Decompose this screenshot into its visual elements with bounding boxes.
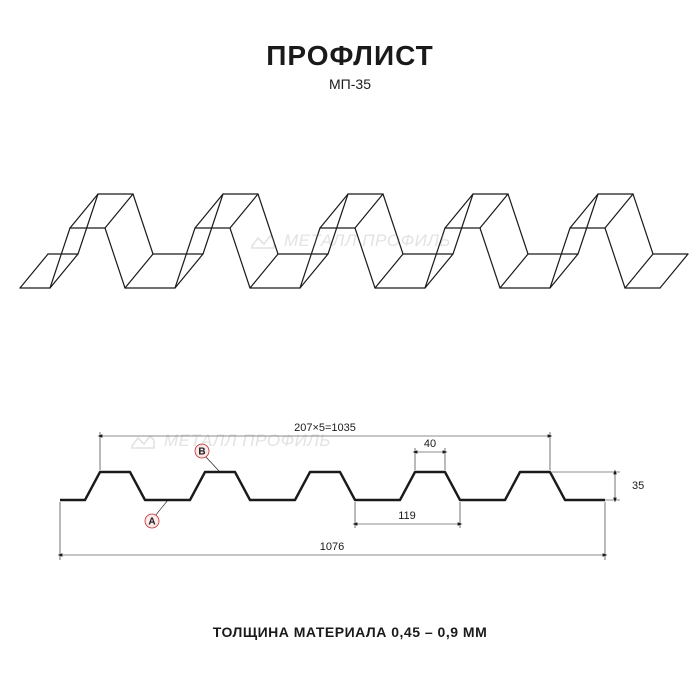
material-thickness-note: ТОЛЩИНА МАТЕРИАЛА 0,45 – 0,9 ММ (0, 624, 700, 640)
surface-a-label: A (148, 517, 155, 528)
watermark-logo-icon (130, 430, 156, 452)
watermark-text: МЕТАЛЛ ПРОФИЛЬ (284, 231, 451, 251)
watermark-text: МЕТАЛЛ ПРОФИЛЬ (164, 431, 331, 451)
dim-top-width: 40 (424, 438, 436, 450)
dim-pitch: 119 (398, 510, 416, 522)
page-title: ПРОФЛИСТ (0, 40, 700, 72)
subtitle: МП-35 (0, 76, 700, 92)
watermark-logo-icon (250, 230, 276, 252)
dim-total-width: 1076 (320, 541, 344, 553)
dim-height: 35 (632, 480, 644, 492)
title-block: ПРОФЛИСТ МП-35 (0, 0, 700, 92)
surface-markers: B A (145, 444, 209, 528)
dimension-drawing: B A 207×5=1035 40 119 35 1076 (0, 400, 700, 600)
watermark: МЕТАЛЛ ПРОФИЛЬ (250, 230, 451, 252)
watermark: МЕТАЛЛ ПРОФИЛЬ (130, 430, 331, 452)
